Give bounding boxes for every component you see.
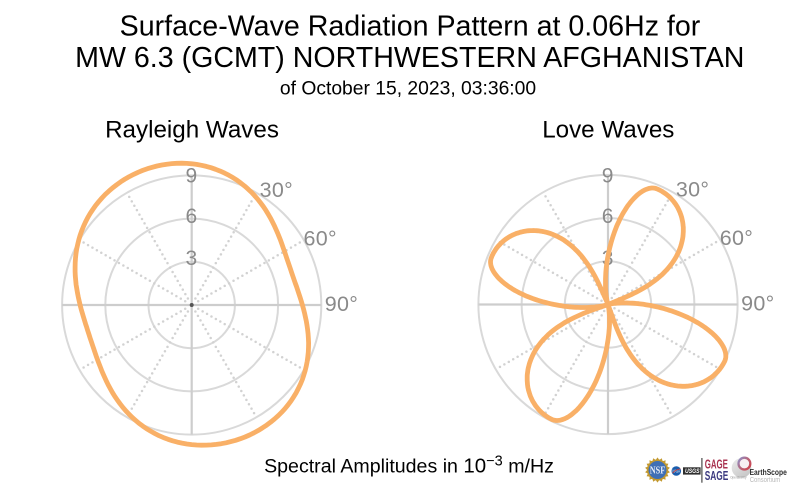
svg-text:NASA: NASA: [673, 469, 681, 474]
svg-text:Love Waves: Love Waves: [542, 117, 674, 144]
svg-text:Consortium: Consortium: [750, 475, 781, 484]
svg-text:30°: 30°: [260, 178, 293, 202]
svg-text:of October 15, 2023, 03:36:00: of October 15, 2023, 03:36:00: [280, 79, 536, 100]
svg-text:Spectral Amplitudes in 10−3 m/: Spectral Amplitudes in 10−3 m/Hz: [264, 453, 554, 477]
svg-text:Surface-Wave Radiation Pattern: Surface-Wave Radiation Pattern at 0.06Hz…: [120, 10, 701, 42]
svg-text:3: 3: [185, 247, 197, 270]
svg-text:60°: 60°: [720, 226, 753, 250]
svg-text:90°: 90°: [325, 292, 358, 316]
svg-text:6: 6: [185, 205, 197, 228]
svg-text:9: 9: [602, 164, 614, 187]
svg-text:EarthScope: EarthScope: [750, 468, 788, 477]
svg-text:NSF: NSF: [650, 466, 666, 477]
svg-text:Operated by: Operated by: [730, 475, 747, 479]
svg-text:90°: 90°: [741, 292, 774, 316]
svg-text:6: 6: [602, 205, 614, 228]
svg-text:GAGE: GAGE: [705, 456, 728, 471]
svg-text:60°: 60°: [303, 227, 336, 251]
svg-text:SAGE: SAGE: [705, 468, 729, 483]
svg-text:Rayleigh Waves: Rayleigh Waves: [105, 117, 279, 144]
svg-text:MW 6.3 (GCMT) NORTHWESTERN AFG: MW 6.3 (GCMT) NORTHWESTERN AFGHANISTAN: [75, 42, 744, 74]
svg-text:USGS: USGS: [685, 469, 700, 475]
svg-text:30°: 30°: [676, 178, 709, 202]
svg-text:9: 9: [185, 164, 197, 187]
